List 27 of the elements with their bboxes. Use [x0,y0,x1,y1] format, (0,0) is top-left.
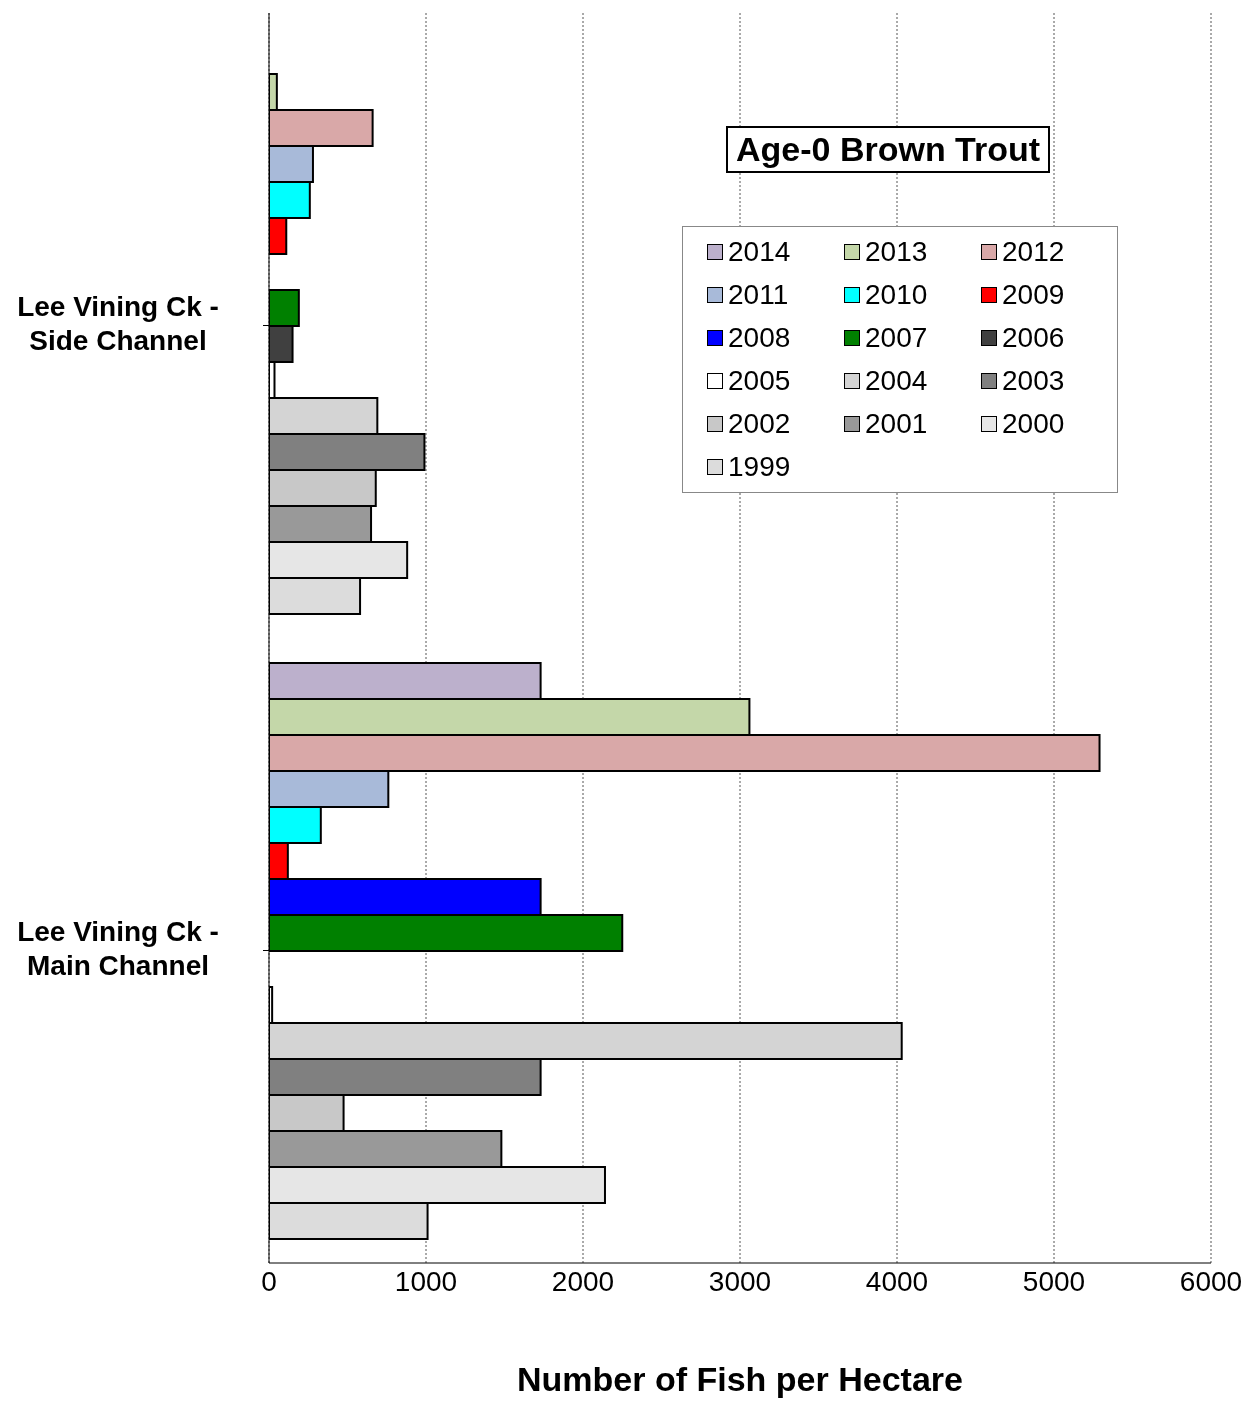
legend-label: 2012 [1002,236,1065,268]
legend-label: 2011 [728,279,789,311]
x-tick-label: 0 [261,1265,277,1297]
x-tick-label: 4000 [865,1265,929,1297]
legend-label: 2002 [728,408,791,440]
legend-label: 2001 [865,408,928,440]
x-tick-label: 3000 [708,1265,772,1297]
legend-label: 2006 [1002,322,1065,354]
legend-label: 2010 [865,279,928,311]
y-tick-label: Lee Vining Ck - Main Channel [17,915,219,981]
legend-label: 2013 [865,236,928,268]
legend-label: 2009 [1002,279,1065,311]
x-tick-label: 6000 [1179,1265,1243,1297]
legend-label: 2005 [728,365,791,397]
legend-label: 2004 [865,365,928,397]
legend-label: 2007 [865,322,928,354]
y-tick-label: Lee Vining Ck - Side Channel [17,290,219,356]
legend-label: 2000 [1002,408,1065,440]
legend-label: 2014 [728,236,791,268]
text: Age-0 Brown Trout [726,126,1051,173]
legend-label: 2003 [1002,365,1065,397]
x-tick-label: 5000 [1022,1265,1086,1297]
x-tick-label: 1000 [394,1265,458,1297]
legend-label: 2008 [728,322,791,354]
x-tick-label: 2000 [551,1265,615,1297]
x-axis-title: Number of Fish per Hectare [517,1360,963,1398]
legend-label: 1999 [728,451,791,483]
